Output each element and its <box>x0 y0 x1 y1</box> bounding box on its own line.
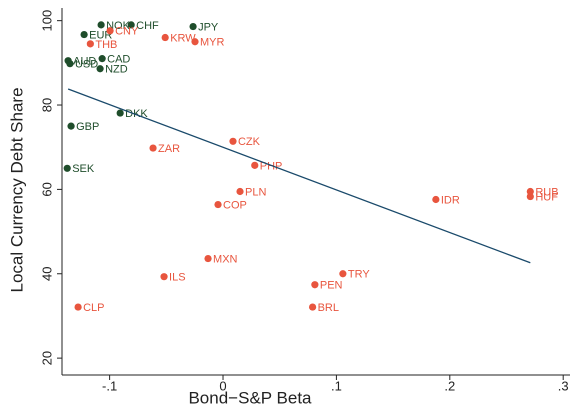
point-label: GBP <box>76 121 99 133</box>
point <box>526 192 534 201</box>
point-label: ZAR <box>158 143 180 155</box>
point <box>149 144 157 152</box>
point <box>127 21 135 29</box>
point-label: IDR <box>441 194 460 206</box>
point-label: NZD <box>105 64 128 76</box>
y-tick-label: 20 <box>39 351 54 365</box>
point-label: MXN <box>213 253 238 265</box>
point <box>98 55 106 63</box>
point-label: HUF <box>535 191 558 203</box>
x-tick-label: 0 <box>219 378 226 393</box>
point-label: MYR <box>200 37 225 49</box>
point <box>308 303 317 311</box>
point <box>80 30 88 39</box>
point-label: PLN <box>245 186 266 198</box>
point-label: CZK <box>238 136 261 148</box>
point-label: JPY <box>198 21 219 33</box>
point <box>311 281 319 289</box>
point <box>191 38 199 46</box>
point <box>339 270 347 278</box>
point <box>160 273 168 281</box>
x-tick-label: .2 <box>444 378 455 393</box>
y-tick-label: 40 <box>39 267 54 281</box>
x-tick-label: .3 <box>558 378 569 393</box>
x-axis-title: Bond−S&P Beta <box>188 388 312 407</box>
point <box>236 187 244 196</box>
point <box>97 21 105 29</box>
x-tick-label: .1 <box>331 378 342 393</box>
point-label: PEN <box>320 280 343 292</box>
point <box>526 187 534 196</box>
point <box>432 195 440 204</box>
point <box>63 164 71 172</box>
point-label: BRL <box>318 302 339 314</box>
point <box>204 254 212 263</box>
point-label: THB <box>95 39 117 51</box>
point-label: CAD <box>107 54 130 66</box>
point-label: CLP <box>83 302 104 314</box>
point <box>229 137 237 145</box>
point <box>96 65 104 73</box>
fit-line <box>67 88 531 264</box>
point <box>66 60 74 68</box>
y-tick-label: 100 <box>39 10 54 32</box>
point-label: AUD <box>73 56 96 68</box>
point <box>67 122 75 130</box>
point-label: EUR <box>89 29 112 41</box>
point-label: TRY <box>348 269 370 281</box>
point-label: CNY <box>115 26 139 38</box>
y-tick-label: 60 <box>39 182 54 196</box>
x-tick-label: -.1 <box>102 378 117 393</box>
point-label: SEK <box>72 163 95 175</box>
point <box>161 33 169 42</box>
point-label: ILS <box>169 272 186 284</box>
point-label: KRW <box>170 32 196 44</box>
point <box>106 27 114 35</box>
point-label: CHF <box>136 20 159 32</box>
point <box>116 109 124 117</box>
point <box>74 303 82 311</box>
point <box>214 200 222 209</box>
y-axis-title: Local Currency Debt Share <box>7 87 26 292</box>
point <box>86 40 94 48</box>
point <box>251 161 259 169</box>
point-label: USD <box>75 59 98 71</box>
point <box>189 22 197 31</box>
y-tick-label: 80 <box>39 98 54 112</box>
point-label: RUB <box>535 186 558 198</box>
point-label: COP <box>223 199 247 211</box>
